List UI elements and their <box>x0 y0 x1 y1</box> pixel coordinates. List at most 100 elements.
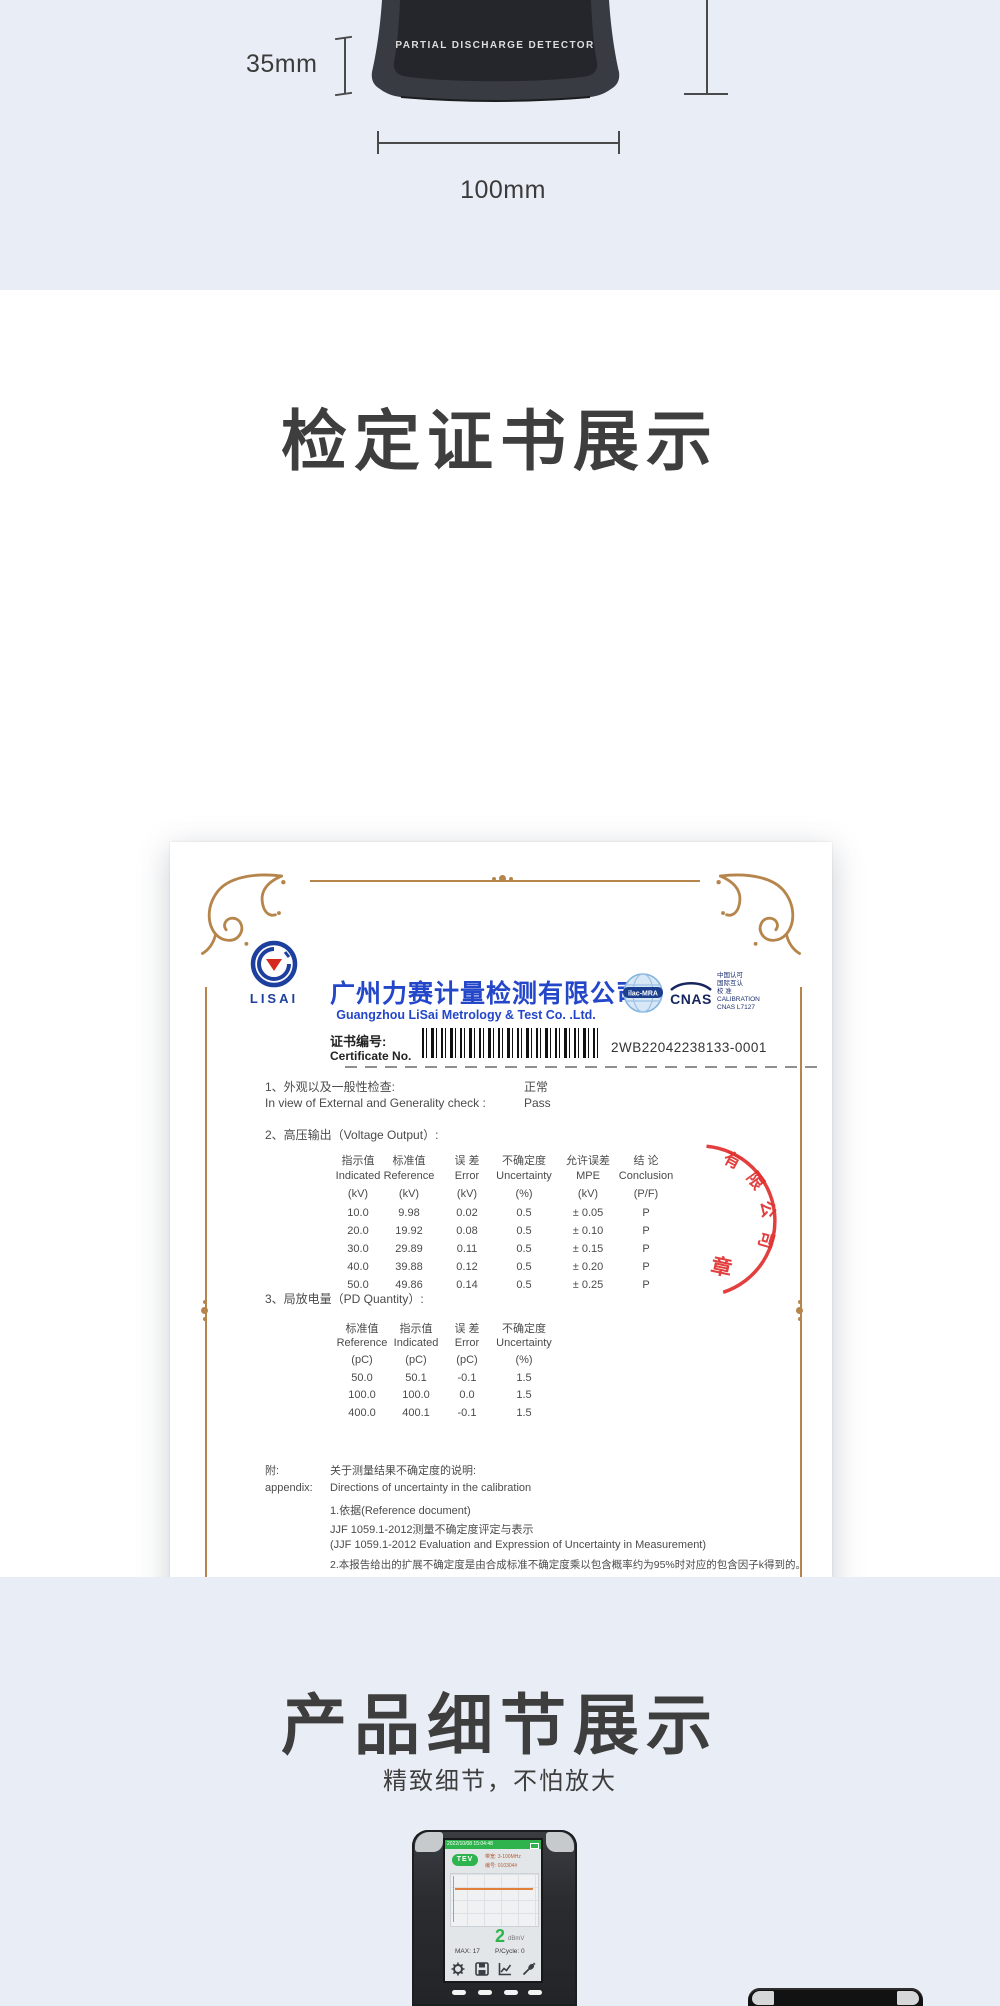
device-button-3 <box>504 1990 518 1995</box>
t3-cell: 50.1 <box>405 1372 427 1384</box>
svg-text:限: 限 <box>743 1168 768 1193</box>
cnas-logo: CNAS <box>670 982 712 1007</box>
t3-cell: 50.0 <box>351 1372 373 1384</box>
save-icon <box>475 1962 489 1976</box>
screen-status-bar: 2022/10/08 15:04:48 <box>445 1840 541 1849</box>
t2-cell: P <box>642 1207 650 1219</box>
t2-cell: 40.0 <box>347 1261 369 1273</box>
status-time: 2022/10/08 15:04:48 <box>447 1841 493 1847</box>
t2-cell: 0.14 <box>456 1279 478 1291</box>
t3-header: Error <box>454 1337 480 1349</box>
t2-unit: (P/F) <box>633 1188 659 1200</box>
t2-cell: 0.5 <box>516 1225 532 1237</box>
device-screen: 2022/10/08 15:04:48 TEV 带宽: 3-100MHz 编号:… <box>443 1838 543 1983</box>
t2-unit: (%) <box>515 1188 533 1200</box>
lisai-logo-text: LISAI <box>249 991 299 1006</box>
t2-cell: P <box>642 1261 650 1273</box>
certificate-number: 2WB22042238133-0001 <box>611 1040 767 1055</box>
t3-cell: -0.1 <box>457 1407 477 1419</box>
t2-cell: ± 0.10 <box>572 1225 604 1237</box>
t2-cell: 0.5 <box>516 1261 532 1273</box>
t2-cell: P <box>642 1225 650 1237</box>
t2-header: 结 论 <box>633 1155 659 1167</box>
company-name-cn: 广州力赛计量检测有限公司 <box>330 980 643 1008</box>
t3-unit: (pC) <box>405 1354 427 1366</box>
t2-cell: 0.02 <box>456 1207 478 1219</box>
cycle-reading: P/Cycle: 0 <box>495 1948 525 1955</box>
company-name-en: Guangzhou LiSai Metrology & Test Co. .Lt… <box>336 1008 596 1022</box>
corner-bumper-left <box>752 1991 774 2005</box>
ilac-mra-logo: ilac-MRA <box>623 973 663 1013</box>
width-dim-cap-right <box>618 131 620 154</box>
cert-no-label-cn: 证书编号: <box>330 1034 387 1049</box>
t2-unit: (kV) <box>398 1188 420 1200</box>
t2-cell: 0.12 <box>456 1261 478 1273</box>
reading-value: 2 <box>494 1926 505 1946</box>
corner-bumper-right <box>897 1991 919 2005</box>
t2-cell: ± 0.20 <box>572 1261 604 1273</box>
t2-cell: 39.88 <box>395 1261 423 1273</box>
t2-header: Conclusion <box>618 1170 674 1182</box>
appendix-label-en: appendix: <box>265 1482 313 1494</box>
t3-cell: 400.1 <box>402 1407 430 1419</box>
t2-header: 误 差 <box>454 1155 480 1167</box>
width-dimension-line <box>377 142 620 144</box>
t2-cell: 30.0 <box>347 1243 369 1255</box>
svg-text:司: 司 <box>754 1229 777 1251</box>
t2-cell: 20.0 <box>347 1225 369 1237</box>
screen-waveform-chart <box>450 1873 539 1927</box>
section1-value-cn: 正常 <box>524 1080 549 1094</box>
section2-title: 2、高压输出（Voltage Output）: <box>265 1128 439 1142</box>
flourish-top-right <box>716 873 802 955</box>
t3-cell: 0.0 <box>459 1389 475 1401</box>
right-line-ornament <box>796 1300 803 1321</box>
appendix-ref-en: (JJF 1059.1-2012 Evaluation and Expressi… <box>330 1539 707 1551</box>
section3-title: 3、局放电量（PD Quantity）: <box>265 1292 424 1306</box>
t2-header: Uncertainty <box>496 1170 552 1182</box>
t2-cell: ± 0.15 <box>572 1243 604 1255</box>
t2-header: Indicated <box>335 1170 381 1182</box>
t3-header: Indicated <box>393 1337 439 1349</box>
width-dim-cap-left <box>377 131 379 154</box>
t2-header: Reference <box>383 1170 435 1182</box>
t3-unit: (pC) <box>456 1354 478 1366</box>
device-button-4 <box>528 1990 542 1995</box>
trend-chart-icon <box>498 1963 512 1976</box>
t2-header: MPE <box>576 1170 600 1182</box>
appendix-line1-cn: 关于测量结果不确定度的说明: <box>330 1465 477 1477</box>
t2-cell: 10.0 <box>347 1207 369 1219</box>
t3-header: 标准值 <box>345 1323 379 1335</box>
bandwidth-info: 带宽: 3-100MHz <box>485 1854 521 1860</box>
t2-cell: 0.08 <box>456 1225 478 1237</box>
overall-height-dim-cap <box>684 93 728 95</box>
certificate-section-title: 检定证书展示 <box>281 404 719 478</box>
width-dimension-label: 100mm <box>460 176 546 204</box>
max-reading: MAX: 17 <box>455 1948 480 1955</box>
battery-icon <box>530 1842 539 1849</box>
appendix-note2-cn: 2.本报告给出的扩展不确定度是由合成标准不确定度乘以包含概率约为95%时对应的包… <box>330 1559 807 1571</box>
serial-info: 编号: 010304# <box>485 1863 518 1869</box>
chart-axis <box>453 1876 454 1922</box>
t3-cell: 1.5 <box>516 1407 532 1419</box>
t2-cell: 9.98 <box>398 1207 420 1219</box>
red-company-stamp: 有 限 公 司 章 <box>706 1144 779 1294</box>
height-dim-cap-bottom <box>334 91 353 97</box>
t2-header: 标准值 <box>392 1155 426 1167</box>
cert-no-label-en: Certificate No. <box>330 1049 412 1063</box>
handheld-detector-photo: 2022/10/08 15:04:48 TEV 带宽: 3-100MHz 编号:… <box>412 1830 577 2006</box>
t2-unit: (kV) <box>577 1188 599 1200</box>
t2-unit: (kV) <box>347 1188 369 1200</box>
gear-icon <box>451 1962 465 1976</box>
t3-header: 不确定度 <box>502 1323 546 1335</box>
t2-unit: (kV) <box>456 1188 478 1200</box>
section1-value-en: Pass <box>524 1096 551 1110</box>
t3-cell: 1.5 <box>516 1372 532 1384</box>
appendix-label-cn: 附: <box>265 1465 280 1477</box>
bumper-top-right <box>546 1832 574 1852</box>
device-button-2 <box>478 1990 492 1995</box>
t2-header: 不确定度 <box>502 1155 546 1167</box>
left-line-ornament <box>201 1300 208 1321</box>
t3-header: 误 差 <box>454 1323 480 1335</box>
svg-text:公: 公 <box>757 1199 779 1219</box>
